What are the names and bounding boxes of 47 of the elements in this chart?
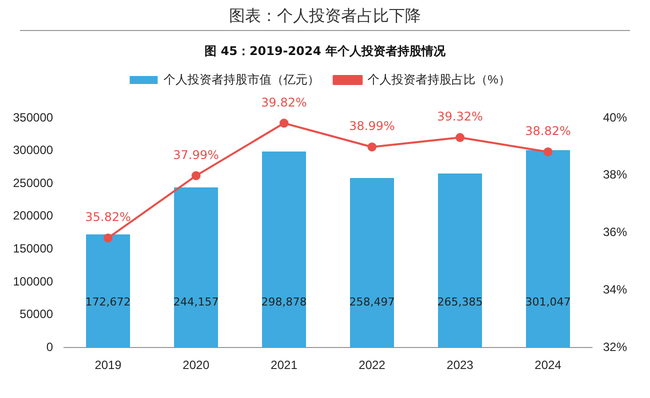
x-tick-label: 2023	[446, 358, 474, 372]
x-tick-label: 2021	[270, 358, 298, 372]
legend-label: 个人投资者持股市值（亿元）	[164, 72, 320, 86]
point	[192, 171, 201, 180]
y-tick-label: 350000	[12, 110, 54, 124]
bar	[262, 152, 306, 348]
y-tick-label: 50000	[20, 307, 54, 322]
y2-tick-label: 36%	[602, 225, 628, 240]
y-tick-label: 0	[46, 340, 54, 354]
legend-label: 个人投资者持股占比（%）	[368, 72, 510, 86]
y-tick-label: 150000	[12, 242, 54, 256]
data-label: 301,047	[525, 295, 571, 308]
point	[280, 118, 289, 128]
x-tick-label: 2019	[94, 358, 122, 372]
y2-tick-label: 40%	[602, 110, 628, 124]
data-label: 258,497	[349, 295, 395, 308]
bar	[86, 234, 130, 348]
y2-tick-label: 38%	[602, 168, 628, 182]
data-label: 35.82%	[85, 210, 131, 224]
point	[543, 147, 552, 156]
bar	[174, 187, 218, 348]
y-tick-label: 200000	[12, 208, 54, 223]
bar	[350, 178, 394, 348]
y-tick-label: 100000	[12, 274, 54, 288]
point	[456, 133, 464, 142]
y-tick-label: 300000	[12, 143, 54, 158]
data-label: 37.99%	[173, 148, 219, 162]
data-label: 38.82%	[525, 124, 571, 138]
point	[368, 142, 377, 152]
point	[104, 233, 113, 242]
x-tick-label: 2024	[534, 358, 562, 372]
x-tick-label: 2022	[358, 358, 386, 372]
chart-subtitle: 图 45：2019-2024 年个人投资者持股情况	[204, 43, 446, 60]
chart-title: 图表：个人投资者占比下降	[20, 0, 630, 31]
data-label: 265,385	[437, 295, 483, 308]
bar	[526, 150, 570, 348]
data-label: 39.82%	[261, 95, 307, 110]
y-tick-label: 250000	[12, 176, 54, 190]
x-tick-label: 2020	[182, 358, 210, 372]
bar	[438, 174, 482, 348]
data-label: 298,878	[261, 295, 307, 308]
y2-tick-label: 32%	[602, 340, 628, 354]
y2-tick-label: 34%	[602, 282, 628, 297]
data-label: 39.32%	[437, 110, 483, 124]
data-label: 172,672	[85, 295, 131, 308]
data-label: 38.99%	[349, 119, 395, 134]
data-label: 244,157	[173, 295, 219, 308]
